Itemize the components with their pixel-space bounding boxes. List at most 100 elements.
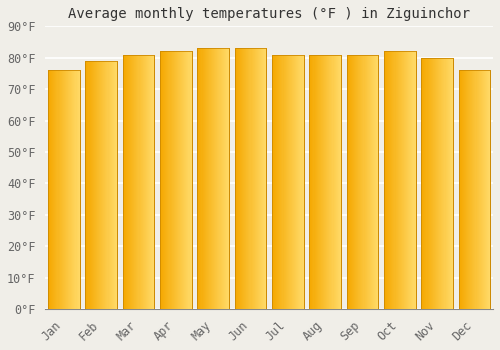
Bar [108, 61, 110, 309]
Bar [206, 48, 207, 309]
Bar [215, 48, 216, 309]
Bar [373, 55, 374, 309]
Bar [452, 58, 453, 309]
Bar [208, 48, 209, 309]
Bar [430, 58, 432, 309]
Bar [355, 55, 356, 309]
Bar [243, 48, 244, 309]
Bar [414, 51, 416, 309]
Bar [405, 51, 406, 309]
Bar [211, 48, 212, 309]
Bar [384, 51, 416, 309]
Bar [147, 55, 148, 309]
Bar [474, 70, 476, 309]
Bar [406, 51, 407, 309]
Bar [68, 70, 69, 309]
Bar [400, 51, 401, 309]
Bar [484, 70, 485, 309]
Bar [439, 58, 440, 309]
Bar [124, 55, 126, 309]
Bar [368, 55, 369, 309]
Bar [176, 51, 177, 309]
Bar [170, 51, 172, 309]
Bar [464, 70, 465, 309]
Bar [408, 51, 410, 309]
Bar [451, 58, 452, 309]
Bar [442, 58, 444, 309]
Bar [64, 70, 65, 309]
Bar [144, 55, 145, 309]
Bar [256, 48, 257, 309]
Bar [444, 58, 446, 309]
Bar [178, 51, 179, 309]
Bar [359, 55, 360, 309]
Bar [242, 48, 243, 309]
Bar [177, 51, 178, 309]
Bar [334, 55, 336, 309]
Bar [278, 55, 280, 309]
Bar [338, 55, 339, 309]
Bar [136, 55, 138, 309]
Bar [364, 55, 366, 309]
Bar [370, 55, 371, 309]
Bar [448, 58, 450, 309]
Bar [228, 48, 229, 309]
Bar [234, 48, 266, 309]
Bar [238, 48, 239, 309]
Bar [225, 48, 226, 309]
Bar [182, 51, 183, 309]
Bar [322, 55, 323, 309]
Bar [328, 55, 330, 309]
Bar [438, 58, 439, 309]
Bar [282, 55, 284, 309]
Bar [90, 61, 92, 309]
Bar [320, 55, 321, 309]
Bar [421, 58, 422, 309]
Bar [106, 61, 108, 309]
Bar [384, 51, 385, 309]
Bar [204, 48, 206, 309]
Bar [483, 70, 484, 309]
Bar [310, 55, 312, 309]
Bar [95, 61, 96, 309]
Bar [354, 55, 355, 309]
Bar [250, 48, 252, 309]
Bar [110, 61, 112, 309]
Bar [78, 70, 80, 309]
Bar [149, 55, 150, 309]
Bar [174, 51, 175, 309]
Bar [128, 55, 129, 309]
Bar [52, 70, 54, 309]
Bar [421, 58, 453, 309]
Bar [372, 55, 373, 309]
Bar [318, 55, 319, 309]
Bar [392, 51, 394, 309]
Bar [259, 48, 260, 309]
Bar [239, 48, 240, 309]
Bar [241, 48, 242, 309]
Bar [286, 55, 287, 309]
Bar [280, 55, 281, 309]
Bar [122, 55, 154, 309]
Bar [164, 51, 166, 309]
Bar [336, 55, 337, 309]
Bar [458, 70, 490, 309]
Bar [430, 58, 431, 309]
Bar [360, 55, 362, 309]
Bar [291, 55, 292, 309]
Bar [198, 48, 229, 309]
Bar [458, 70, 490, 309]
Bar [172, 51, 174, 309]
Bar [49, 70, 50, 309]
Bar [309, 55, 341, 309]
Bar [470, 70, 472, 309]
Bar [489, 70, 490, 309]
Bar [486, 70, 487, 309]
Bar [115, 61, 116, 309]
Bar [346, 55, 348, 309]
Bar [450, 58, 451, 309]
Bar [126, 55, 127, 309]
Bar [160, 51, 192, 309]
Bar [132, 55, 133, 309]
Bar [480, 70, 482, 309]
